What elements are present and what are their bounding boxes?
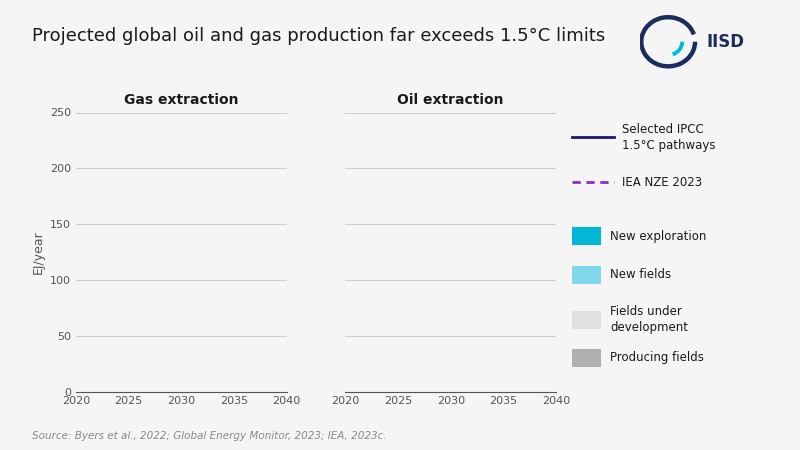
Text: New exploration: New exploration bbox=[610, 230, 706, 243]
Title: Oil extraction: Oil extraction bbox=[398, 93, 504, 107]
Text: Projected global oil and gas production far exceeds 1.5°C limits: Projected global oil and gas production … bbox=[32, 27, 606, 45]
Text: Selected IPCC
1.5°C pathways: Selected IPCC 1.5°C pathways bbox=[622, 123, 715, 152]
Y-axis label: EJ/year: EJ/year bbox=[31, 230, 45, 274]
Title: Gas extraction: Gas extraction bbox=[124, 93, 238, 107]
Text: IEA NZE 2023: IEA NZE 2023 bbox=[622, 176, 702, 189]
Text: IISD: IISD bbox=[706, 33, 745, 51]
Text: Fields under
development: Fields under development bbox=[610, 305, 688, 334]
Text: New fields: New fields bbox=[610, 268, 671, 281]
Text: Source: Byers et al., 2022; Global Energy Monitor, 2023; IEA, 2023c.: Source: Byers et al., 2022; Global Energ… bbox=[32, 431, 386, 441]
Text: Producing fields: Producing fields bbox=[610, 351, 704, 364]
